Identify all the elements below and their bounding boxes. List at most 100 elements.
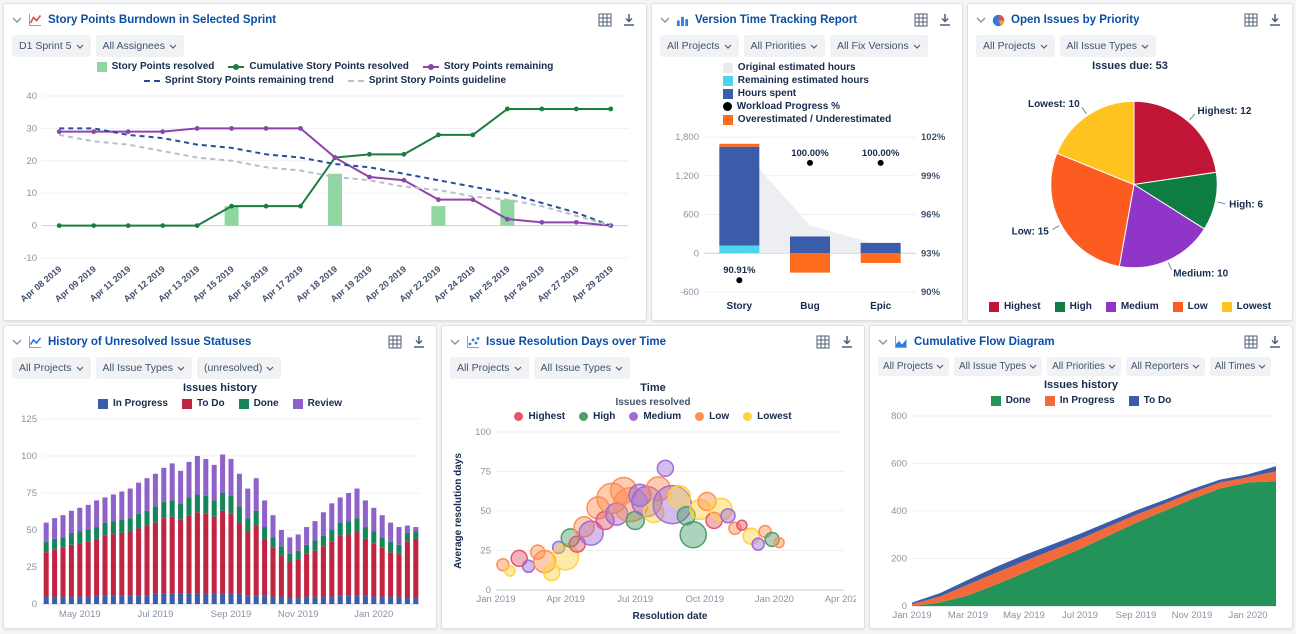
filter-all-times[interactable]: All Times	[1209, 357, 1272, 376]
legend-item[interactable]: Cumulative Story Points resolved	[228, 61, 409, 72]
legend-marker	[988, 301, 999, 312]
svg-text:1,200: 1,200	[675, 171, 699, 182]
download-button[interactable]	[936, 11, 954, 29]
svg-text:-600: -600	[680, 287, 699, 298]
svg-text:Apr 2019: Apr 2019	[546, 594, 585, 605]
svg-text:0: 0	[486, 585, 491, 596]
filter-all-issue-types[interactable]: All Issue Types	[954, 357, 1043, 376]
chevron-down-icon	[1141, 44, 1149, 49]
legend-label: Low	[1187, 301, 1208, 312]
svg-text:May 2019: May 2019	[1003, 610, 1045, 621]
chart-legend: In Progress To Do Done Review	[12, 398, 428, 409]
filter-bar: All Projects All Issue Types All Prioritie…	[878, 357, 1284, 376]
filter-all-priorities[interactable]: All Priorities	[1047, 357, 1121, 376]
legend-item[interactable]: In Progress	[1044, 395, 1115, 406]
download-button[interactable]	[620, 11, 638, 29]
filter-all-fix-versions[interactable]: All Fix Versions	[829, 35, 928, 57]
legend-item[interactable]: Remaining estimated hours	[722, 75, 869, 86]
svg-text:Jan 2019: Jan 2019	[476, 594, 515, 605]
download-button[interactable]	[410, 333, 428, 351]
legend-item[interactable]: Sprint Story Points remaining trend	[143, 75, 334, 86]
collapse-chevron-icon[interactable]	[878, 339, 888, 345]
svg-text:10: 10	[26, 188, 37, 199]
version-tracking-chart: -600 90% 0 93% 600 96% 1,200 99% 1,800 102% 90.91%…	[660, 127, 954, 314]
legend-item[interactable]: Review	[292, 398, 342, 409]
area-chart-icon	[894, 335, 908, 349]
legend-item[interactable]: Low	[1172, 301, 1208, 312]
chevron-down-icon	[1192, 364, 1200, 369]
svg-text:Oct 2019: Oct 2019	[686, 594, 725, 605]
svg-text:Story: Story	[727, 301, 753, 312]
legend-item[interactable]: Medium	[1105, 301, 1159, 312]
filter-all-reporters[interactable]: All Reporters	[1125, 357, 1205, 376]
panel-header: Cumulative Flow Diagram	[878, 331, 1284, 353]
bar-chart-icon	[676, 14, 689, 27]
legend-item[interactable]: Medium	[629, 411, 681, 422]
filter-all-projects[interactable]: All Projects	[660, 35, 739, 57]
legend-item[interactable]: To Do	[1128, 395, 1171, 406]
filter-all-projects[interactable]: All Projects	[976, 35, 1055, 57]
svg-text:50: 50	[480, 506, 491, 517]
collapse-chevron-icon[interactable]	[12, 17, 22, 23]
collapse-chevron-icon[interactable]	[450, 339, 460, 345]
legend-item[interactable]: Overestimated / Underestimated	[722, 114, 891, 125]
legend-item[interactable]: Highest	[514, 411, 565, 422]
svg-text:0: 0	[32, 599, 37, 610]
legend-item[interactable]: Done	[238, 398, 279, 409]
table-view-button[interactable]	[814, 333, 832, 351]
svg-text:0: 0	[32, 221, 37, 232]
legend-item[interactable]: High	[1054, 301, 1092, 312]
download-button[interactable]	[1266, 11, 1284, 29]
chevron-down-icon	[810, 44, 818, 49]
legend-item[interactable]: Story Points resolved	[96, 61, 214, 72]
legend-item[interactable]: Original estimated hours	[722, 62, 856, 73]
legend-item[interactable]: Lowest	[743, 411, 792, 422]
legend-marker	[722, 75, 733, 86]
legend-item[interactable]: Workload Progress %	[722, 101, 840, 112]
legend-item[interactable]: Low	[695, 411, 729, 422]
panel-unresolved-issue-statuses: History of Unresolved Issue Statuses All…	[3, 325, 437, 629]
legend-marker	[722, 88, 733, 99]
filter-all-issue-types[interactable]: All Issue Types	[95, 357, 192, 379]
collapse-chevron-icon[interactable]	[12, 339, 22, 345]
collapse-chevron-icon[interactable]	[976, 17, 986, 23]
svg-text:100: 100	[21, 451, 37, 462]
download-button[interactable]	[1266, 333, 1284, 351]
collapse-chevron-icon[interactable]	[660, 17, 670, 23]
filter-unresolved[interactable]: (unresolved)	[196, 357, 282, 379]
download-button[interactable]	[838, 333, 856, 351]
filter-all-issue-types[interactable]: All Issue Types	[1059, 35, 1156, 57]
legend-item[interactable]: Sprint Story Points guideline	[347, 75, 506, 86]
filter-all-priorities[interactable]: All Priorities	[743, 35, 825, 57]
filter-all-assignees[interactable]: All Assignees	[95, 35, 184, 57]
chart-title: Issues history	[183, 382, 257, 394]
filter-all-projects[interactable]: All Projects	[12, 357, 91, 379]
legend-item[interactable]: Story Points remaining	[422, 61, 553, 72]
legend-label: High	[1069, 301, 1092, 312]
legend-item[interactable]: To Do	[181, 398, 225, 409]
table-view-button[interactable]	[386, 333, 404, 351]
table-view-button[interactable]	[596, 11, 614, 29]
table-view-button[interactable]	[912, 11, 930, 29]
legend-marker	[1054, 301, 1065, 312]
legend-item[interactable]: Lowest	[1221, 301, 1271, 312]
filter-d1-sprint-5[interactable]: D1 Sprint 5	[12, 35, 91, 57]
legend-item[interactable]: In Progress	[97, 398, 168, 409]
filter-all-projects[interactable]: All Projects	[878, 357, 950, 376]
legend-marker	[228, 63, 245, 70]
filter-all-issue-types[interactable]: All Issue Types	[533, 357, 630, 379]
legend-marker	[143, 79, 160, 82]
svg-text:Average resolution days: Average resolution days	[453, 453, 464, 569]
svg-text:Mar 2019: Mar 2019	[948, 610, 988, 621]
legend-item[interactable]: Highest	[988, 301, 1041, 312]
table-view-button[interactable]	[1242, 11, 1260, 29]
legend-item[interactable]: Done	[990, 395, 1031, 406]
chevron-down-icon	[1040, 44, 1047, 49]
line-chart-icon	[28, 335, 42, 349]
legend-item[interactable]: High	[579, 411, 615, 422]
filter-bar: All Projects All Issue Types	[450, 357, 856, 379]
filter-label: All Fix Versions	[836, 40, 909, 52]
table-view-button[interactable]	[1242, 333, 1260, 351]
legend-item[interactable]: Hours spent	[722, 88, 796, 99]
filter-all-projects[interactable]: All Projects	[450, 357, 529, 379]
